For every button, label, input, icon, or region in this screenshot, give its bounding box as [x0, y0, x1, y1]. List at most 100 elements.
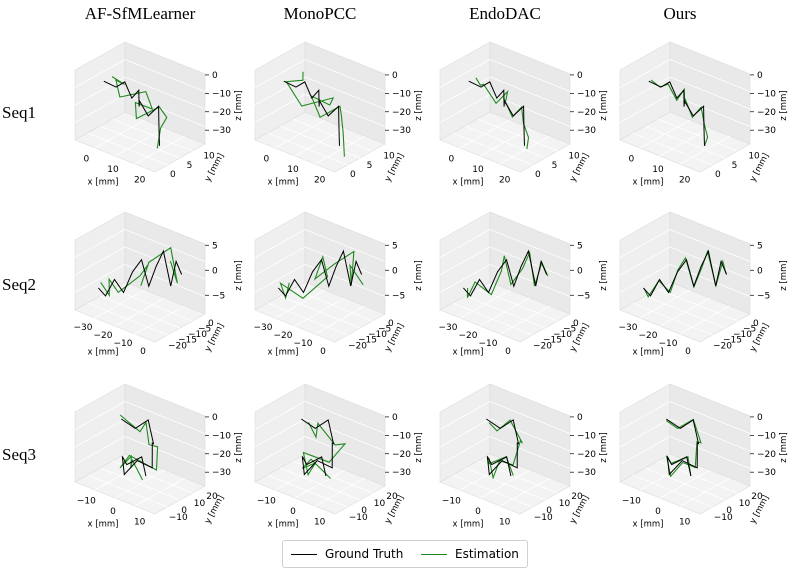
grid-line [279, 295, 361, 329]
grid-line [619, 418, 671, 448]
grid-line [619, 436, 671, 465]
z-tick-label: −30 [577, 126, 596, 136]
grid-line [254, 94, 306, 123]
grid-line [669, 229, 751, 262]
z-tick-label: −20 [392, 108, 411, 118]
grid-line [489, 436, 571, 469]
x-tick-label: −30 [439, 323, 458, 333]
z-axis-label: z [mm] [599, 260, 609, 290]
grid-line [304, 229, 386, 262]
grid-line [304, 76, 386, 110]
x-axis-label: x [mm] [633, 177, 664, 187]
y-tick-label: 20 [386, 492, 398, 502]
x-tick-label: 0 [475, 507, 481, 517]
x-tick-label: 0 [628, 154, 634, 164]
grid-line [74, 246, 126, 276]
x-tick-label: 10 [472, 165, 484, 175]
legend-estimation: Estimation [421, 547, 519, 561]
x-tick-label: −10 [442, 496, 461, 506]
grid-line [489, 229, 571, 262]
grid-line [489, 59, 571, 92]
y-tick-label: 20 [206, 492, 218, 502]
grid-line [669, 418, 751, 452]
grid-line [254, 436, 306, 465]
legend-estimation-swatch [421, 553, 447, 555]
ground-truth-trajectory [121, 418, 155, 477]
grid-line [669, 94, 751, 127]
x-axis-label: x [mm] [88, 519, 119, 529]
z-tick-label: 5 [392, 241, 398, 251]
row-label-seq3: Seq3 [2, 445, 36, 464]
grid-line [669, 401, 751, 434]
y-tick-label: 10 [568, 152, 580, 162]
y-tick-label: 0 [208, 319, 214, 329]
y-tick-label: −15 [723, 336, 742, 346]
estimation-trajectory [100, 246, 178, 298]
y-tick-label: 10 [748, 152, 760, 162]
x-tick-label: 10 [499, 518, 511, 528]
z-tick-label: −5 [577, 291, 590, 301]
x-tick-label: −20 [639, 331, 658, 341]
y-tick-label: −20 [533, 341, 552, 351]
z-tick-label: −10 [212, 89, 231, 99]
grid-line [74, 229, 126, 258]
grid-line [254, 229, 306, 258]
x-tick-label: 10 [652, 165, 664, 175]
x-axis-label: x [mm] [268, 177, 299, 187]
grid-line [489, 401, 571, 434]
z-tick-label: 0 [577, 266, 583, 276]
x-tick-label: 0 [110, 507, 116, 517]
x-tick-label: 0 [655, 507, 661, 517]
row-label-seq2: Seq2 [2, 275, 36, 294]
y-tick-label: 5 [187, 161, 193, 171]
z-axis-label: z [mm] [234, 90, 244, 120]
z-tick-label: −30 [757, 468, 776, 478]
y-tick-label: 20 [571, 492, 583, 502]
grid-line [124, 246, 206, 280]
grid-line [679, 135, 731, 165]
x-tick-label: −30 [619, 323, 638, 333]
grid-line [124, 76, 206, 110]
y-tick-label: −15 [178, 336, 197, 346]
x-tick-label: −10 [257, 496, 276, 506]
grid-line [124, 418, 206, 452]
z-tick-label: −30 [392, 468, 411, 478]
y-tick-label: 10 [559, 499, 571, 509]
z-tick-label: −10 [577, 431, 596, 441]
y-tick-label: 0 [573, 319, 579, 329]
estimation-trajectory [466, 250, 549, 298]
y-tick-label: 0 [715, 170, 721, 180]
z-axis-label: z [mm] [599, 90, 609, 120]
legend-ground-truth-swatch [291, 553, 317, 555]
grid-line [489, 246, 571, 280]
ground-truth-trajectory [643, 249, 728, 297]
grid-line [254, 246, 306, 276]
legend-estimation-label: Estimation [455, 547, 519, 561]
z-tick-label: −30 [212, 468, 231, 478]
x-tick-label: −10 [622, 496, 641, 506]
y-tick-label: −10 [169, 513, 188, 523]
grid-line [124, 264, 206, 297]
y-tick-label: −10 [553, 330, 572, 340]
grid-line [657, 288, 738, 322]
grid-line [304, 59, 386, 92]
grid-line [644, 125, 726, 159]
y-tick-label: 0 [535, 170, 541, 180]
y-tick-label: −10 [368, 330, 387, 340]
grid-line [99, 467, 181, 501]
z-tick-label: 0 [392, 413, 398, 423]
z-tick-label: 0 [392, 71, 398, 81]
grid-line [439, 436, 491, 465]
grid-line [619, 229, 671, 258]
grid-line [619, 264, 671, 293]
grid-line [134, 305, 186, 335]
y-tick-label: −10 [714, 513, 733, 523]
y-tick-label: −5 [743, 325, 756, 335]
grid-line [74, 401, 126, 430]
